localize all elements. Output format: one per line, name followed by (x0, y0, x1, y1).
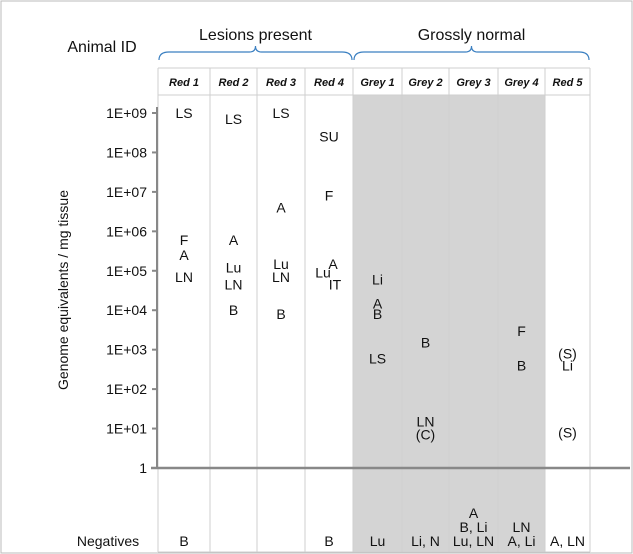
negative-grey-3: Lu, LN (453, 533, 494, 549)
header-red-1: Red 1 (169, 77, 199, 89)
mark-red-1-a: A (179, 247, 189, 263)
negative-grey-4: A, Li (507, 533, 535, 549)
header-red-3: Red 3 (266, 77, 296, 89)
mark-red-1-f: F (180, 232, 189, 248)
mark-red-2-ls: LS (225, 111, 242, 127)
negatives-label: Negatives (77, 533, 139, 549)
header-grey-4: Grey 4 (504, 77, 538, 89)
mark-red-3-ls: LS (272, 105, 289, 121)
shaded-columns (353, 95, 545, 552)
header-red-5: Red 5 (553, 77, 584, 89)
header-red-4: Red 4 (314, 77, 344, 89)
shade-grey-1 (353, 95, 402, 552)
header-grey-1: Grey 1 (360, 77, 394, 89)
negative-grey-3: B, Li (459, 519, 487, 535)
y-tick-label: 1E+01 (106, 421, 147, 437)
header-red-2: Red 2 (219, 77, 249, 89)
mark-red-3-b: B (276, 306, 285, 322)
negative-grey-4: LN (513, 519, 531, 535)
mark-grey-1-ls: LS (369, 350, 386, 366)
mark-red-2-ln: LN (225, 276, 243, 292)
mark-red-4-f: F (325, 188, 334, 204)
header-grey-3: Grey 3 (456, 77, 490, 89)
negative-grey-2: Li, N (411, 533, 440, 549)
negative-grey-3: A (469, 505, 479, 521)
mark-red-3-ln: LN (272, 269, 290, 285)
mark-red-5-li: Li (562, 357, 573, 373)
shade-grey-4 (498, 95, 545, 552)
negative-grey-1: Lu (370, 533, 386, 549)
mark-red-3-lu: Lu (273, 256, 289, 272)
mark-red-4-su: SU (319, 129, 338, 145)
header-grey-2: Grey 2 (408, 77, 442, 89)
mark-grey-1-b: B (373, 306, 382, 322)
bracket-lesions-present (158, 45, 353, 61)
y-tick-label: 1E+09 (106, 105, 147, 121)
mark-red-2-a: A (229, 232, 239, 248)
y-tick-label: 1E+02 (106, 381, 147, 397)
animal-id-headers: Red 1 Red 2 Red 3 Red 4 Grey 1 Grey 2 Grey 3 Gr… (169, 77, 583, 89)
negative-red-4: B (324, 533, 333, 549)
y-tick-label: 1 (139, 460, 147, 476)
mark-grey-2-b: B (421, 335, 430, 351)
negative-red-5: A, LN (550, 533, 585, 549)
group-label-grossly-normal: Grossly normal (418, 27, 526, 44)
mark-grey-1-a: A (373, 295, 383, 311)
mark-red-2-lu: Lu (226, 260, 242, 276)
y-axis: 1E+09 1E+08 1E+07 1E+06 1E+05 1E+04 1E+03 1E+02… (106, 105, 630, 476)
y-tick-label: 1E+08 (106, 144, 147, 160)
mark-red-4-it: IT (329, 276, 342, 292)
shade-grey-2 (402, 95, 449, 552)
mark-red-2-b: B (229, 302, 238, 318)
mark-red-1-ln: LN (175, 269, 193, 285)
mark-red-3-a: A (276, 200, 286, 216)
mark-red-5-s: (S) (558, 424, 577, 440)
row-header-animal-id: Animal ID (67, 39, 136, 56)
mark-grey-4-b: B (517, 357, 526, 373)
shade-grey-3 (449, 95, 498, 552)
mark-grey-1-li: Li (372, 272, 383, 288)
mark-grey-2-c: (C) (416, 427, 435, 443)
mark-grey-2-ln: LN (417, 414, 435, 430)
mark-grey-4-f: F (517, 323, 526, 339)
y-axis-label: Genome equivalents / mg tissue (55, 190, 71, 390)
negative-red-1: B (179, 533, 188, 549)
group-label-lesions-present: Lesions present (199, 27, 313, 44)
mark-red-4-a: A (328, 256, 338, 272)
y-tick-label: 1E+06 (106, 223, 147, 239)
mark-red-4-lu: Lu (315, 265, 331, 281)
y-tick-label: 1E+05 (106, 263, 147, 279)
mark-red-5-s: (S) (558, 345, 577, 361)
mark-red-1-ls: LS (175, 105, 192, 121)
y-tick-label: 1E+04 (106, 302, 147, 318)
group-brackets: Lesions present Grossly normal (158, 27, 590, 61)
bracket-grossly-normal (353, 45, 590, 61)
y-tick-label: 1E+07 (106, 184, 147, 200)
y-tick-label: 1E+03 (106, 342, 147, 358)
